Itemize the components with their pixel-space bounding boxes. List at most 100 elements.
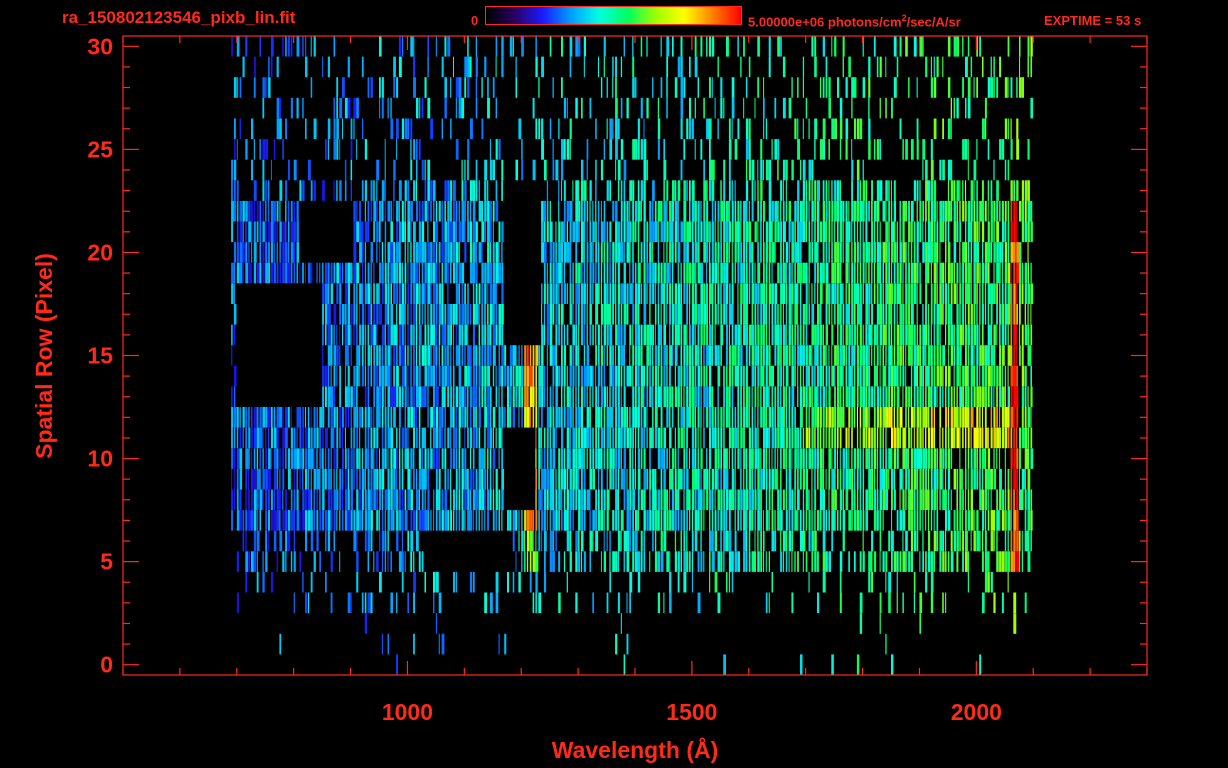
heatmap-cell bbox=[592, 468, 595, 490]
heatmap-cell bbox=[987, 304, 989, 325]
heatmap-cell bbox=[939, 427, 941, 449]
heatmap-cell bbox=[970, 468, 973, 490]
heatmap-cell bbox=[945, 407, 948, 428]
heatmap-cell bbox=[674, 427, 676, 449]
heatmap-cell bbox=[649, 551, 651, 572]
heatmap-cell bbox=[509, 365, 513, 387]
heatmap-cell bbox=[330, 489, 333, 511]
heatmap-cell bbox=[307, 427, 311, 449]
heatmap-cell bbox=[999, 56, 1002, 78]
heatmap-cell bbox=[563, 262, 566, 284]
heatmap-cell bbox=[791, 386, 795, 407]
heatmap-cell bbox=[993, 386, 995, 407]
heatmap-cell bbox=[893, 365, 897, 387]
heatmap-cell bbox=[765, 407, 768, 428]
heatmap-cell bbox=[831, 221, 833, 243]
heatmap-cell bbox=[768, 159, 772, 181]
heatmap-cell bbox=[626, 427, 629, 449]
heatmap-cell bbox=[270, 221, 274, 243]
heatmap-cell bbox=[381, 407, 384, 428]
heatmap-cell bbox=[461, 448, 464, 469]
heatmap-cell bbox=[728, 180, 731, 201]
heatmap-cell bbox=[350, 262, 353, 284]
heatmap-cell bbox=[526, 365, 530, 387]
heatmap-cell bbox=[945, 200, 948, 222]
heatmap-cell bbox=[743, 510, 746, 531]
heatmap-cell bbox=[905, 407, 907, 428]
heatmap-cell bbox=[717, 427, 720, 449]
heatmap-cell bbox=[797, 139, 800, 160]
heatmap-cell bbox=[950, 489, 952, 511]
heatmap-cell bbox=[979, 324, 981, 346]
heatmap-cell bbox=[871, 468, 874, 490]
heatmap-cell bbox=[396, 427, 398, 449]
heatmap-cell bbox=[578, 489, 581, 511]
heatmap-cell bbox=[265, 407, 268, 428]
heatmap-cell bbox=[672, 468, 674, 490]
heatmap-cell bbox=[475, 56, 478, 78]
heatmap-cell bbox=[367, 551, 369, 572]
heatmap-cell bbox=[521, 551, 523, 572]
heatmap-cell bbox=[672, 324, 674, 346]
heatmap-cell bbox=[344, 304, 347, 325]
heatmap-cell bbox=[814, 489, 817, 511]
heatmap-cell bbox=[390, 510, 394, 531]
heatmap-cell bbox=[563, 551, 566, 572]
heatmap-cell bbox=[737, 407, 739, 428]
heatmap-cell bbox=[728, 448, 730, 469]
heatmap-cell bbox=[700, 530, 702, 552]
heatmap-cell bbox=[259, 36, 261, 57]
heatmap-cell bbox=[768, 345, 771, 366]
heatmap-cell bbox=[296, 468, 298, 490]
heatmap-cell bbox=[956, 427, 960, 449]
heatmap-cell bbox=[873, 489, 877, 511]
heatmap-cell bbox=[950, 551, 954, 572]
heatmap-cell bbox=[751, 427, 754, 449]
heatmap-cell bbox=[959, 304, 961, 325]
heatmap-cell bbox=[270, 200, 274, 222]
heatmap-cell bbox=[393, 468, 396, 490]
heatmap-cell bbox=[822, 448, 825, 469]
heatmap-cell bbox=[373, 200, 377, 222]
heatmap-cell bbox=[262, 262, 265, 284]
heatmap-cell bbox=[401, 345, 405, 366]
heatmap-cell bbox=[236, 427, 239, 449]
heatmap-cell bbox=[828, 407, 831, 428]
heatmap-cell bbox=[339, 407, 342, 428]
heatmap-cell bbox=[728, 407, 731, 428]
heatmap-cell bbox=[834, 304, 836, 325]
heatmap-cell bbox=[233, 77, 237, 98]
heatmap-cell bbox=[748, 139, 751, 160]
heatmap-cell bbox=[999, 510, 1001, 531]
heatmap-cell bbox=[467, 56, 470, 78]
heatmap-cell bbox=[620, 468, 624, 490]
heatmap-cell bbox=[427, 242, 431, 263]
heatmap-cell bbox=[882, 407, 886, 428]
heatmap-cell bbox=[586, 283, 588, 304]
heatmap-cell bbox=[498, 345, 500, 366]
heatmap-cell bbox=[632, 345, 635, 366]
heatmap-cell bbox=[342, 304, 345, 325]
heatmap-cell bbox=[472, 448, 475, 469]
heatmap-cell bbox=[265, 468, 268, 490]
heatmap-cell bbox=[666, 221, 669, 243]
heatmap-cell bbox=[788, 262, 791, 284]
heatmap-cell bbox=[379, 489, 381, 511]
heatmap-cell bbox=[484, 427, 486, 449]
heatmap-cell bbox=[421, 551, 424, 572]
heatmap-cell bbox=[492, 345, 496, 366]
heatmap-cell bbox=[421, 448, 423, 469]
heatmap-cell bbox=[478, 448, 482, 469]
heatmap-cell bbox=[566, 139, 570, 160]
heatmap-cell bbox=[953, 324, 955, 346]
heatmap-cell bbox=[421, 242, 425, 263]
heatmap-cell bbox=[552, 262, 555, 284]
heatmap-cell bbox=[467, 345, 470, 366]
heatmap-cell bbox=[441, 56, 444, 78]
heatmap-cell bbox=[472, 304, 476, 325]
heatmap-cell bbox=[620, 345, 624, 366]
heatmap-cell bbox=[259, 489, 263, 511]
heatmap-cell bbox=[717, 468, 719, 490]
heatmap-cell bbox=[1007, 345, 1011, 366]
heatmap-cell bbox=[1019, 324, 1021, 346]
